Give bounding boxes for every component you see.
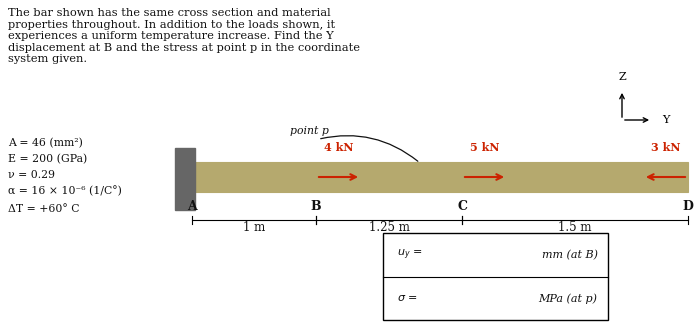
Text: A = 46 (mm²): A = 46 (mm²) — [8, 138, 83, 148]
Text: ν = 0.29: ν = 0.29 — [8, 170, 55, 180]
Text: α = 16 × 10⁻⁶ (1/C°): α = 16 × 10⁻⁶ (1/C°) — [8, 186, 122, 197]
Text: ΔT = +60° C: ΔT = +60° C — [8, 204, 80, 214]
Text: 1.5 m: 1.5 m — [559, 221, 592, 234]
Bar — [383, 233, 608, 320]
Text: E = 200 (GPa): E = 200 (GPa) — [8, 154, 88, 164]
Bar — [192, 162, 688, 192]
Text: $\sigma$ =: $\sigma$ = — [397, 293, 418, 303]
Text: A: A — [187, 200, 197, 213]
Text: Z: Z — [618, 72, 626, 82]
Text: $u_y$ =: $u_y$ = — [397, 248, 423, 262]
Text: 4 kN: 4 kN — [323, 142, 354, 153]
Text: point p: point p — [290, 126, 329, 136]
Text: MPa (at p): MPa (at p) — [538, 293, 598, 304]
Text: 3 kN: 3 kN — [651, 142, 680, 153]
Text: B: B — [311, 200, 321, 213]
Bar — [175, 148, 195, 210]
Text: 1 m: 1 m — [243, 221, 265, 234]
Text: mm (at B): mm (at B) — [542, 250, 598, 260]
Text: 1.25 m: 1.25 m — [369, 221, 410, 234]
Text: Y: Y — [662, 115, 670, 125]
Text: C: C — [457, 200, 467, 213]
Text: 5 kN: 5 kN — [470, 142, 499, 153]
Text: The bar shown has the same cross section and material
properties throughout. In : The bar shown has the same cross section… — [8, 8, 360, 65]
Text: D: D — [682, 200, 694, 213]
